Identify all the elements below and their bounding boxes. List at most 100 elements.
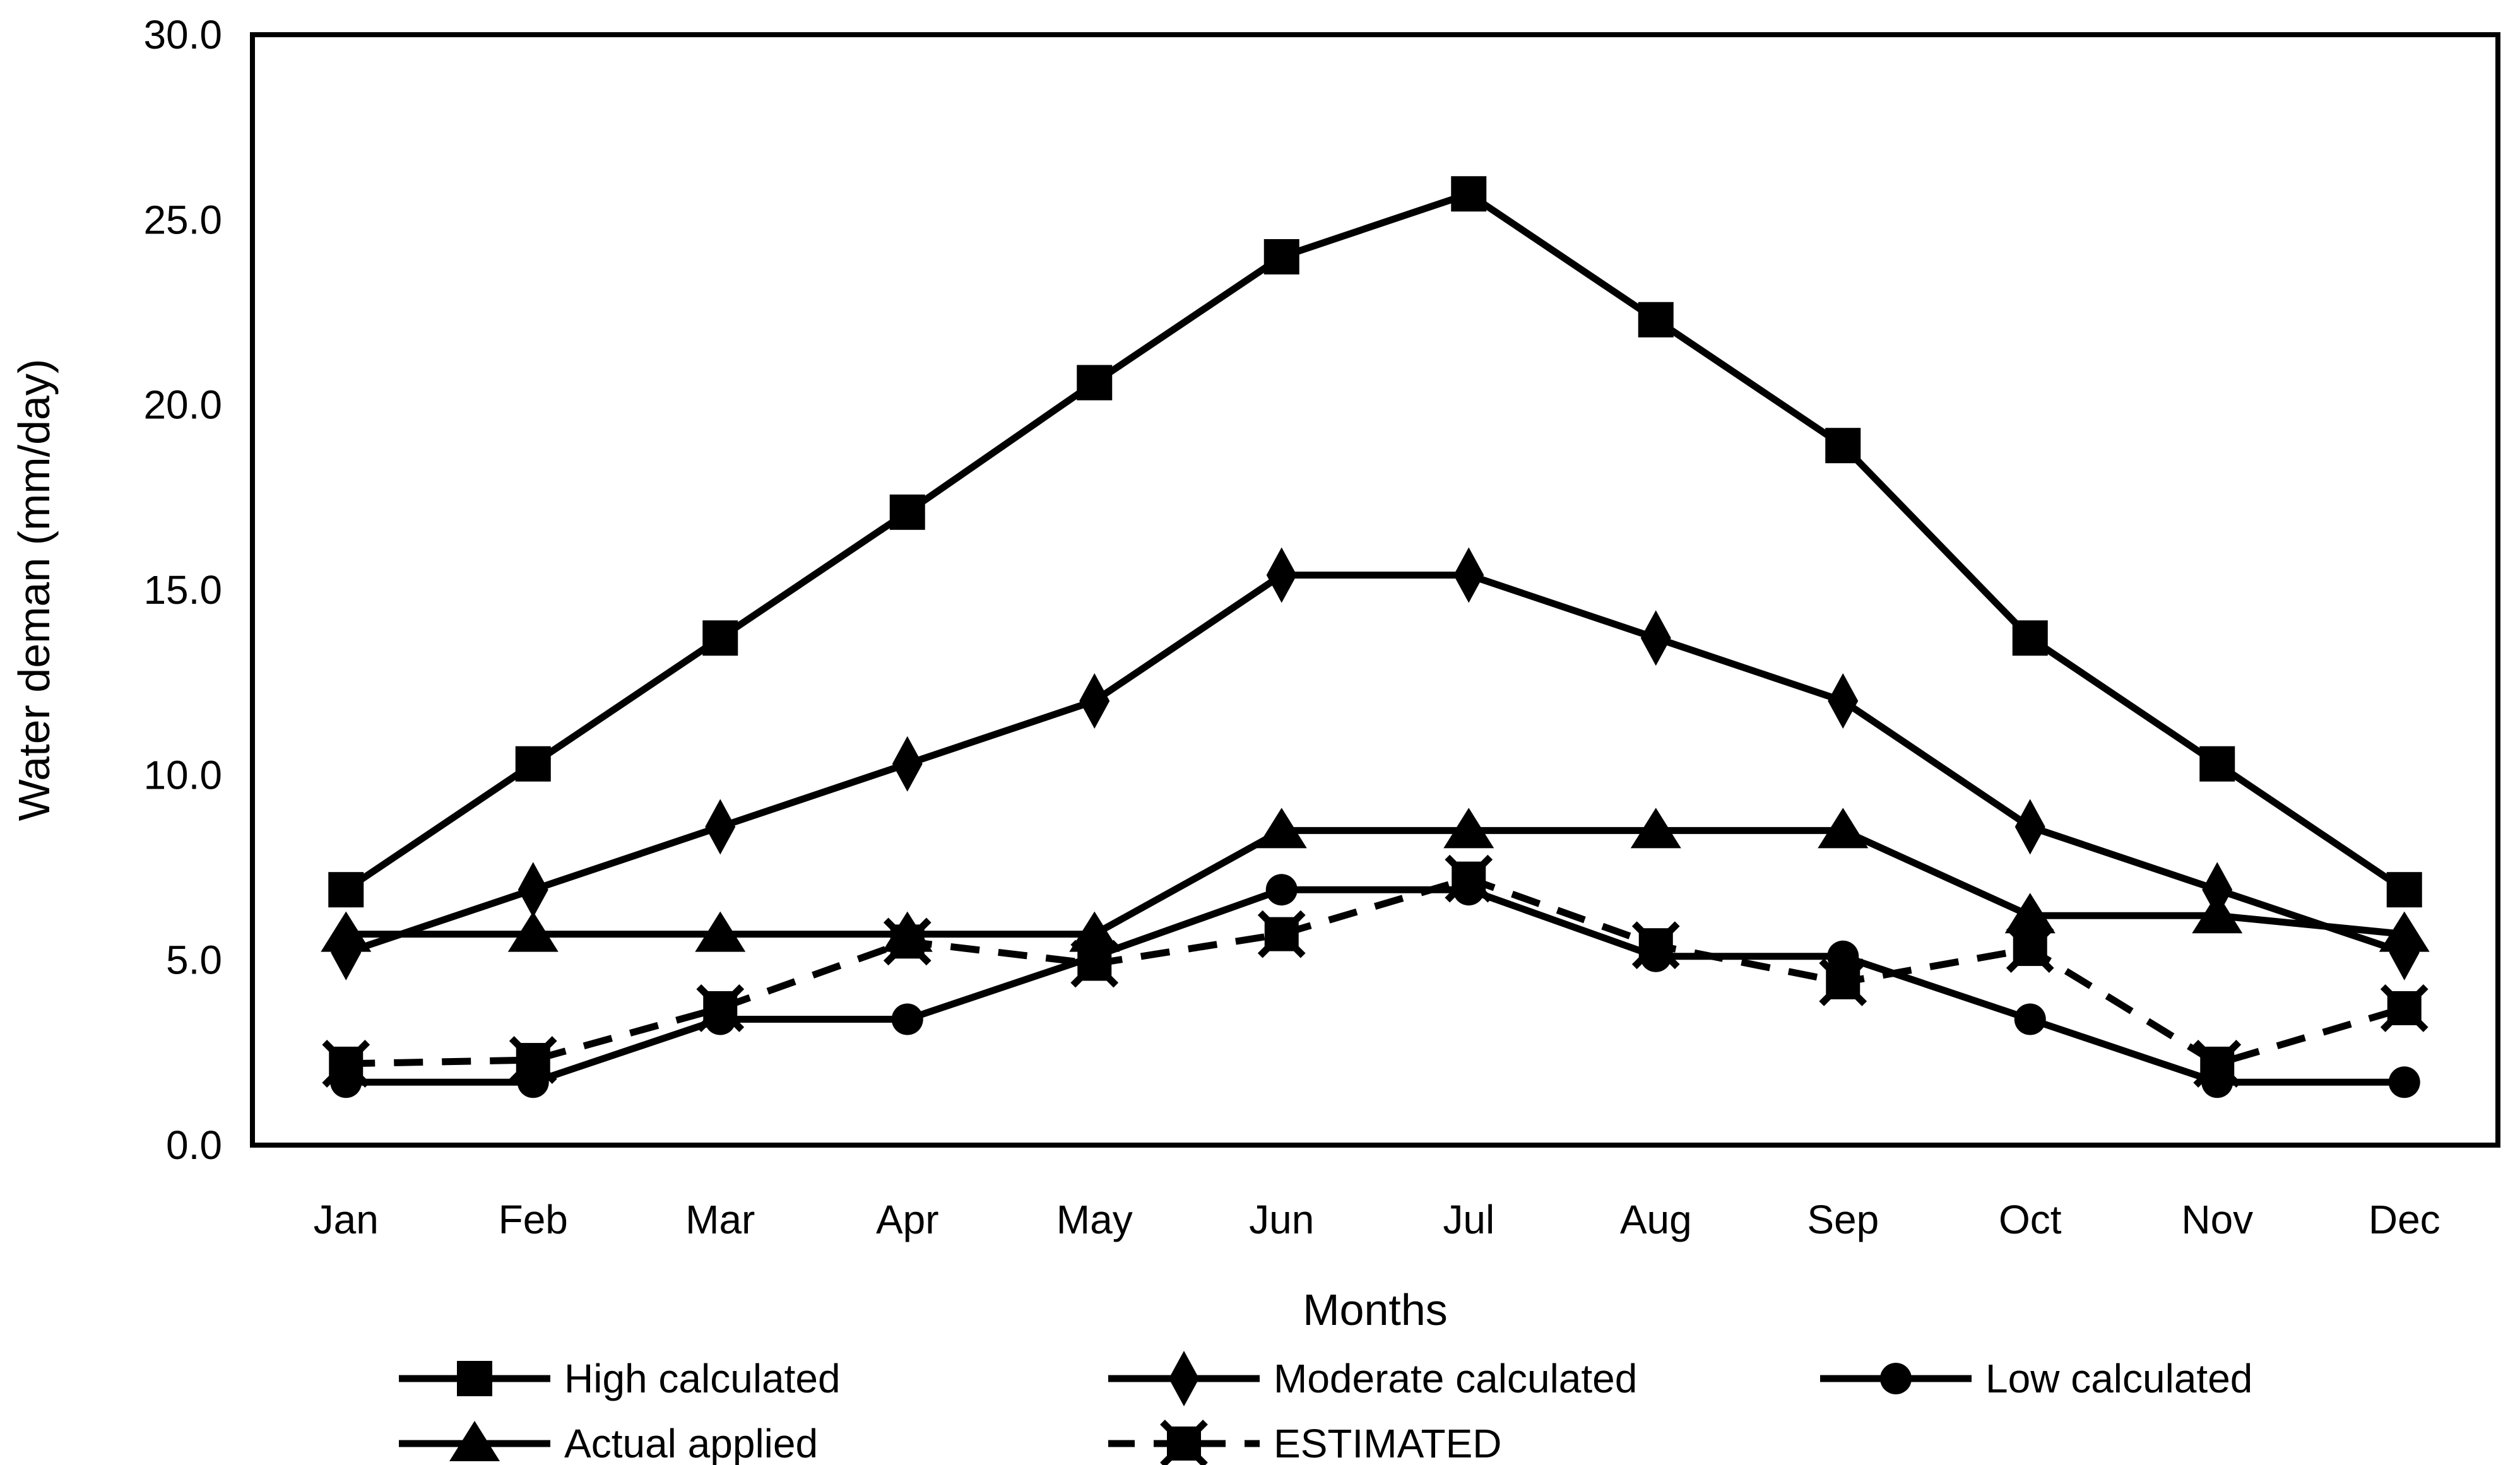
triangle-marker — [1443, 808, 1494, 849]
diamond-marker — [1828, 673, 1859, 729]
x-tick-label: May — [1056, 1197, 1133, 1242]
series-line — [346, 827, 2405, 938]
square-marker — [515, 746, 551, 782]
triangle-marker — [2192, 893, 2243, 934]
legend-label: Low calculated — [1985, 1356, 2252, 1401]
legend-item-actual-applied: Actual applied — [399, 1421, 818, 1465]
series-line — [344, 190, 2406, 893]
square-marker — [1825, 428, 1861, 464]
triangle-marker — [321, 911, 372, 952]
y-tick-label: 10.0 — [143, 752, 222, 797]
y-axis-title: Water deman (mm/day) — [9, 359, 59, 821]
x-tick-label: Jan — [314, 1197, 379, 1242]
square-marker — [1638, 302, 1674, 338]
square-x-marker — [883, 917, 932, 966]
series-line — [346, 874, 2406, 1068]
series-estimated — [322, 854, 2428, 1088]
y-tick-label: 20.0 — [143, 382, 222, 428]
circle-marker — [2388, 1066, 2420, 1098]
triangle-marker — [2004, 893, 2056, 934]
square-marker — [2386, 872, 2422, 908]
triangle-marker — [1818, 808, 1869, 849]
square-marker — [328, 872, 364, 908]
plot-frame — [250, 32, 2500, 1148]
square-x-marker — [2380, 984, 2428, 1032]
square-marker — [702, 620, 738, 656]
square-marker — [1077, 365, 1113, 401]
square-x-marker — [509, 1036, 557, 1084]
diamond-marker — [1266, 547, 1297, 603]
square-marker — [1451, 176, 1487, 212]
triangle-marker — [449, 1421, 500, 1461]
series-actual-applied — [321, 808, 2430, 952]
x-axis-title: Months — [1303, 1285, 1448, 1334]
square-x-marker — [1160, 1420, 1208, 1465]
diamond-marker — [1169, 1351, 1199, 1406]
triangle-marker — [507, 911, 559, 952]
square-marker — [2012, 620, 2048, 656]
x-tick-label: Oct — [1999, 1197, 2062, 1242]
series-low-calculated — [330, 874, 2420, 1098]
diamond-marker — [1453, 547, 1484, 603]
plot-border — [250, 32, 2500, 1148]
square-x-marker — [1257, 910, 1306, 958]
legend-item-moderate-calculated: Moderate calculated — [1108, 1351, 1637, 1406]
x-tick-label: Nov — [2181, 1197, 2253, 1242]
diamond-marker — [2014, 799, 2045, 855]
x-tick-label: Sep — [1807, 1197, 1879, 1242]
legend-label: ESTIMATED — [1274, 1421, 1502, 1465]
circle-marker — [1880, 1363, 1912, 1394]
diamond-marker — [518, 862, 548, 918]
y-tick-label: 0.0 — [166, 1122, 222, 1168]
square-x-marker — [1070, 939, 1119, 988]
series-line — [345, 572, 2406, 956]
square-marker — [889, 494, 925, 530]
x-tick-label: Apr — [876, 1197, 939, 1242]
square-marker — [1263, 239, 1299, 274]
triangle-marker — [695, 911, 746, 952]
square-marker — [2199, 746, 2235, 782]
legend-label: Actual applied — [564, 1421, 818, 1465]
x-tick-label: Dec — [2369, 1197, 2440, 1242]
y-tick-label: 5.0 — [166, 938, 222, 983]
triangle-marker — [1069, 911, 1120, 952]
triangle-marker — [2379, 911, 2430, 952]
series-line — [346, 886, 2405, 1086]
legend-label: Moderate calculated — [1274, 1356, 1637, 1401]
square-x-marker — [696, 984, 745, 1032]
triangle-marker — [1256, 808, 1307, 849]
diamond-marker — [2202, 862, 2233, 918]
x-tick-label: Feb — [499, 1197, 568, 1242]
y-tick-label: 15.0 — [143, 567, 222, 613]
circle-marker — [1827, 940, 1859, 972]
triangle-marker — [1630, 808, 1681, 849]
square-x-marker — [2006, 925, 2054, 973]
circle-marker — [2014, 1003, 2046, 1035]
y-tick-label: 25.0 — [143, 197, 222, 242]
circle-marker — [891, 1003, 923, 1035]
square-x-marker — [1819, 958, 1867, 1006]
diamond-marker — [892, 736, 923, 792]
legend-item-high-calculated: High calculated — [399, 1356, 841, 1401]
series-high-calculated — [328, 176, 2422, 908]
x-tick-label: Aug — [1620, 1197, 1692, 1242]
square-x-marker — [1445, 854, 1493, 903]
legend-label: High calculated — [564, 1356, 841, 1401]
series-lines — [321, 176, 2430, 1098]
series-moderate-calculated — [331, 547, 2420, 980]
diamond-marker — [1640, 610, 1671, 666]
y-tick-label: 30.0 — [143, 12, 222, 57]
square-marker — [457, 1361, 492, 1396]
x-axis-ticks: Jan Feb Mar Apr May Jun Jul Aug Sep Oct Nov Dec — [314, 1197, 2440, 1242]
legend: High calculated Moderate calculated Low ca… — [399, 1351, 2252, 1465]
x-tick-label: Mar — [685, 1197, 755, 1242]
x-tick-label: Jul — [1443, 1197, 1494, 1242]
square-x-marker — [322, 1040, 370, 1088]
square-x-marker — [2193, 1040, 2242, 1088]
legend-item-estimated: ESTIMATED — [1108, 1420, 1502, 1465]
x-tick-label: Jun — [1249, 1197, 1314, 1242]
diamond-marker — [1079, 673, 1110, 729]
diamond-marker — [705, 799, 736, 855]
